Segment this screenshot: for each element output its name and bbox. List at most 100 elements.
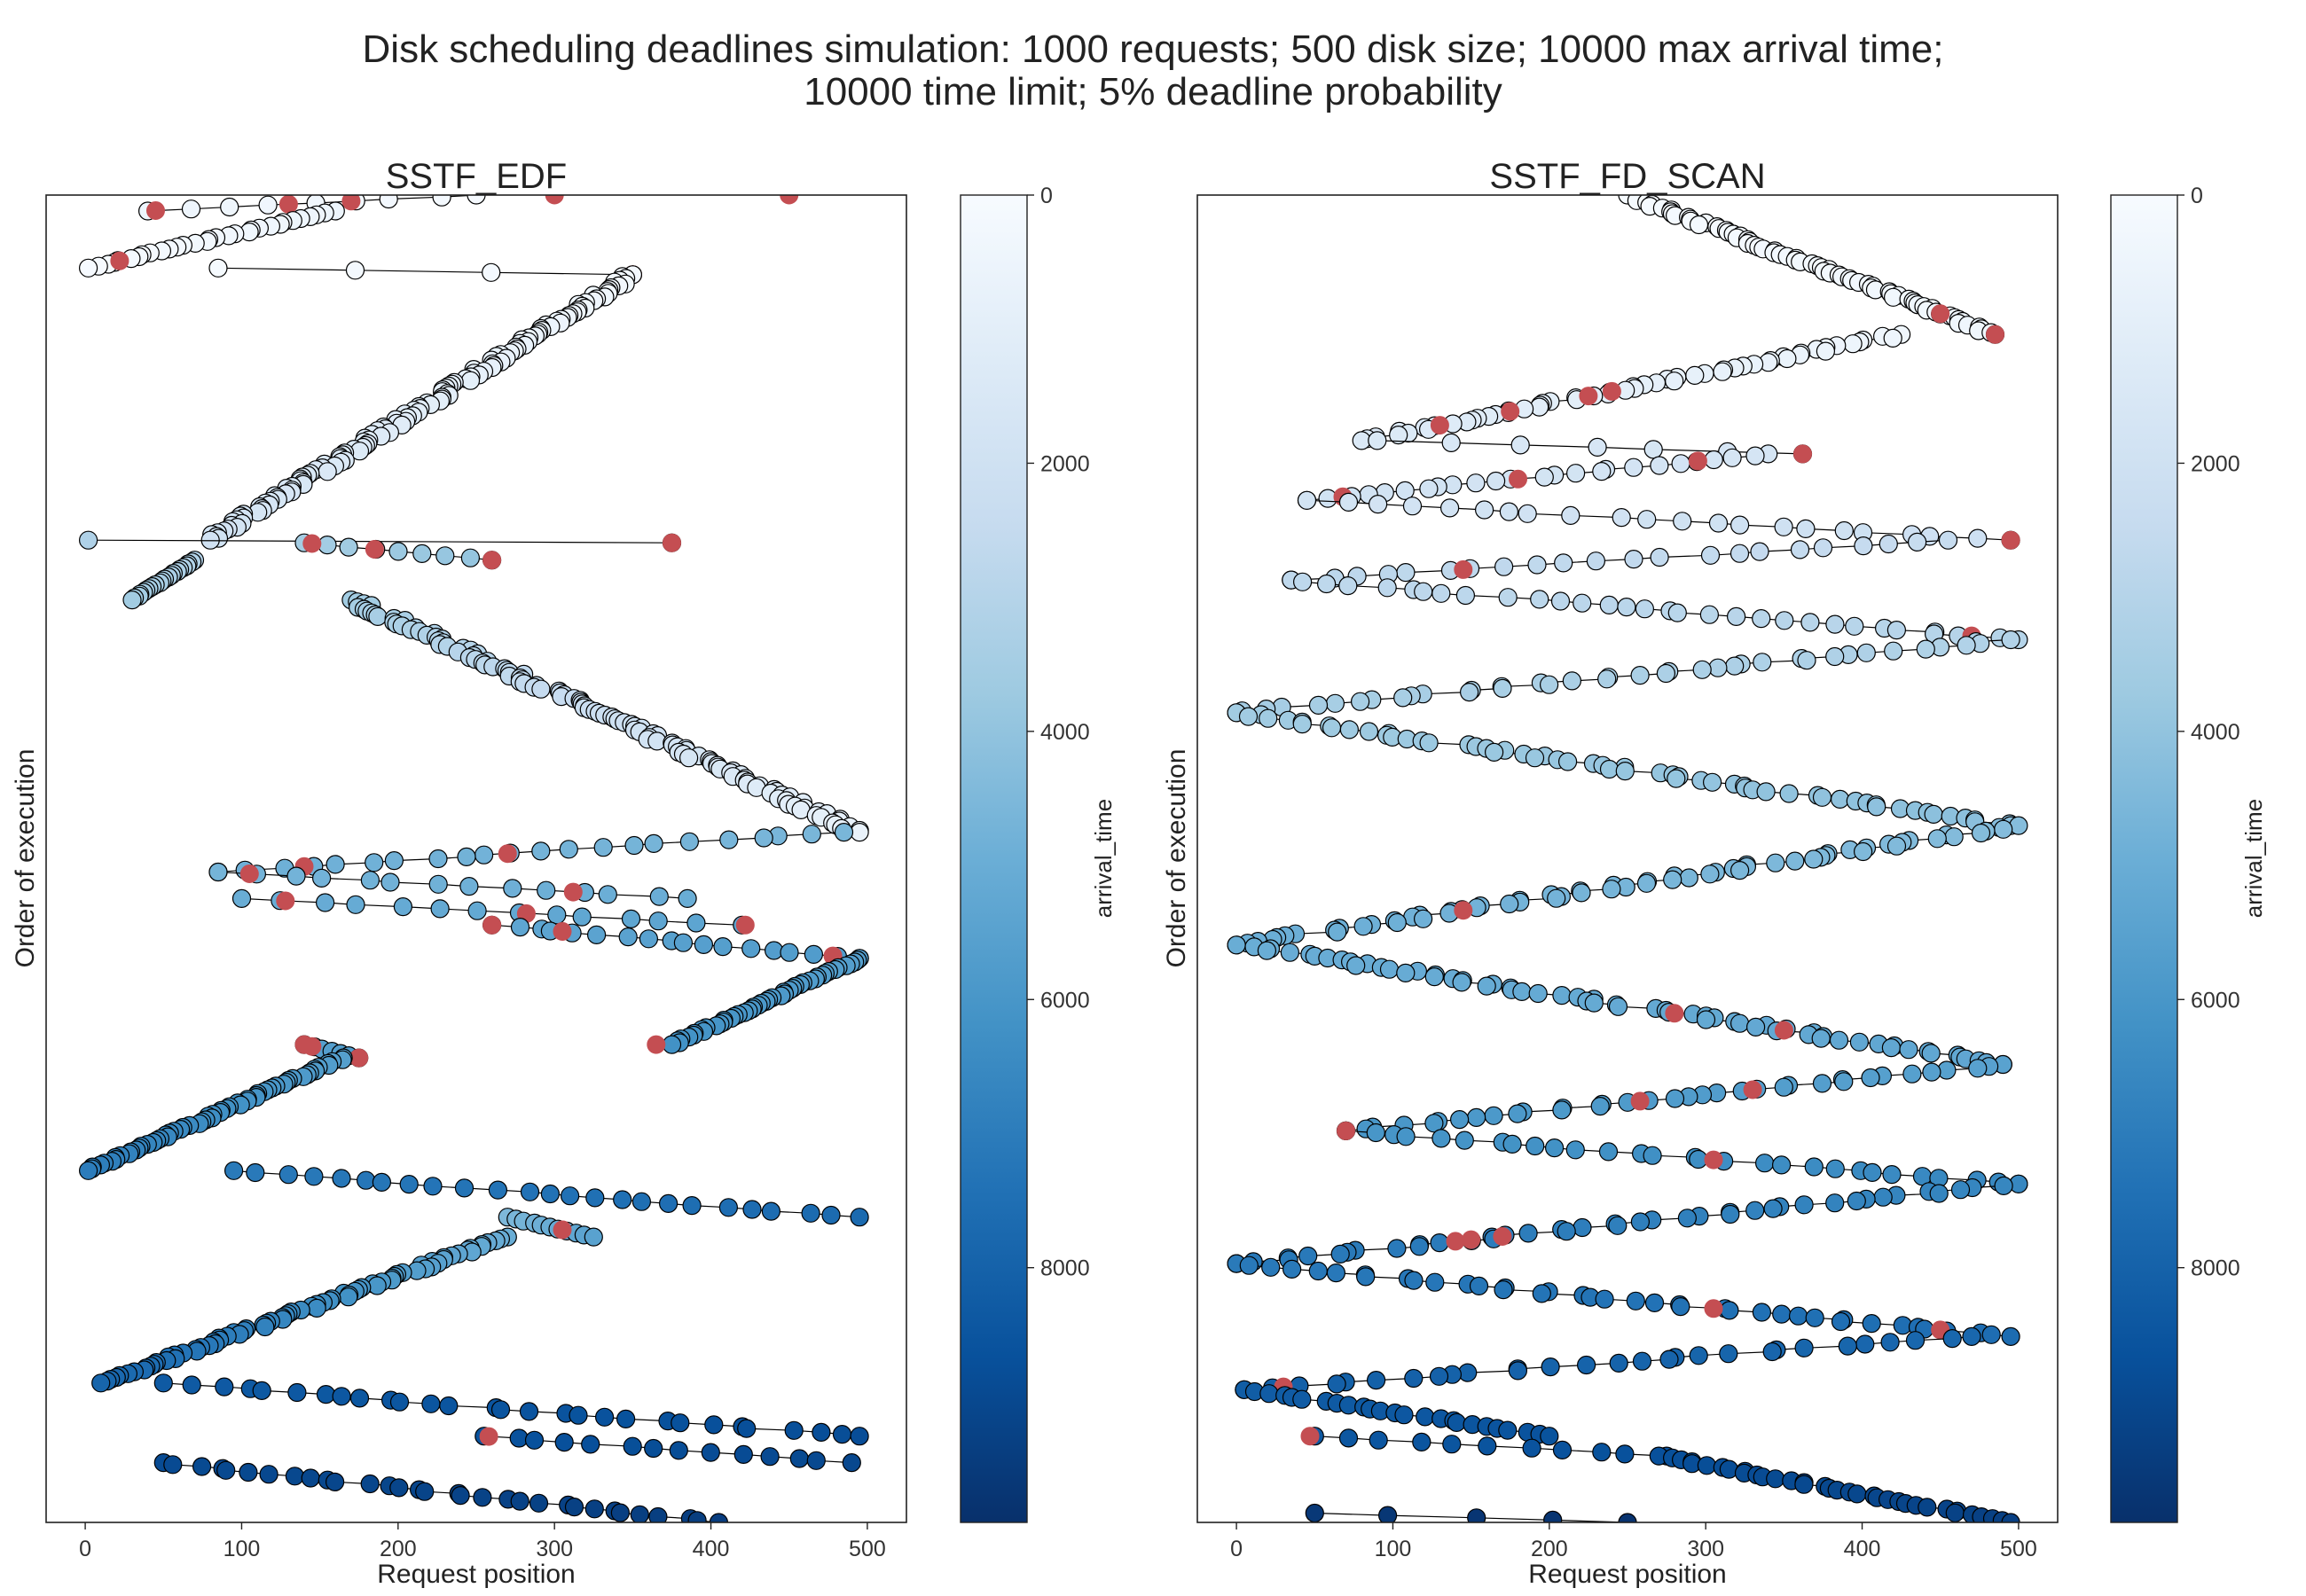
- request-point: [286, 866, 306, 886]
- request-point: [2001, 1513, 2020, 1522]
- request-point: [454, 1178, 475, 1198]
- request-point: [304, 1167, 324, 1186]
- x-tick-label: 100: [1375, 1537, 1412, 1561]
- request-point: [1624, 458, 1643, 477]
- x-tick-label: 200: [1531, 1537, 1568, 1561]
- request-point: [1298, 1246, 1318, 1266]
- deadline-point: [1462, 1230, 1481, 1249]
- deadline-point: [563, 882, 583, 902]
- request-point: [1402, 497, 1423, 516]
- request-point: [1608, 1216, 1628, 1235]
- request-point: [1847, 1484, 1867, 1504]
- request-point: [1599, 595, 1619, 615]
- request-point: [1862, 1313, 1881, 1334]
- request-point: [1804, 1157, 1824, 1177]
- request-point: [435, 546, 455, 566]
- request-point: [1855, 1334, 1875, 1354]
- request-point: [531, 841, 551, 861]
- request-point: [163, 1455, 183, 1475]
- request-point: [1425, 1272, 1445, 1292]
- request-point: [1561, 505, 1580, 526]
- request-point: [718, 1198, 739, 1217]
- request-point: [1292, 572, 1313, 591]
- request-point: [1598, 1142, 1619, 1162]
- colorbar-gradient: [960, 194, 1028, 1523]
- request-point: [1745, 446, 1765, 466]
- request-point: [1618, 1513, 1637, 1522]
- request-point: [1713, 362, 1732, 381]
- request-point: [649, 887, 669, 906]
- request-point: [285, 1467, 304, 1486]
- request-point: [630, 1505, 649, 1522]
- request-point: [1478, 1436, 1497, 1456]
- deadline-point: [1509, 469, 1527, 489]
- deadline-point: [1454, 901, 1473, 920]
- request-point: [1667, 769, 1686, 788]
- x-tick-label: 0: [1230, 1537, 1243, 1561]
- request-point: [1843, 334, 1863, 354]
- request-point: [1630, 1212, 1651, 1232]
- colorbar-tick-label: 0: [2191, 184, 2203, 208]
- request-point: [1532, 1284, 1551, 1303]
- request-point: [572, 907, 592, 927]
- request-point: [1777, 348, 1797, 369]
- request-point: [1359, 722, 1379, 741]
- request-point: [1805, 1308, 1824, 1327]
- request-point: [1431, 583, 1451, 603]
- deadline-point: [278, 195, 298, 214]
- request-point: [1665, 1089, 1685, 1108]
- request-point: [1592, 461, 1612, 481]
- request-point: [1692, 660, 1712, 679]
- request-point: [510, 1491, 529, 1511]
- request-point: [1867, 797, 1886, 817]
- request-point: [1500, 894, 1519, 914]
- colorbar-sstf-edf: 0 2000 4000 6000 8000 arrival_time: [960, 184, 1117, 1523]
- colorbar-sstf-fd-scan: 0 2000 4000 6000 8000 arrival_time: [2110, 184, 2267, 1523]
- colorbar-tick-label: 4000: [2191, 720, 2240, 745]
- request-point: [467, 195, 486, 205]
- request-point: [1636, 873, 1657, 893]
- request-point: [482, 262, 501, 282]
- request-point: [850, 1208, 869, 1227]
- request-point: [393, 896, 412, 917]
- request-point: [215, 1377, 234, 1396]
- request-point: [384, 850, 404, 871]
- request-point: [1602, 880, 1621, 899]
- request-point: [585, 1188, 605, 1208]
- request-point: [1466, 473, 1486, 493]
- request-point: [1439, 498, 1460, 518]
- request-point: [1873, 1187, 1893, 1207]
- colorbar-tick-label: 8000: [1040, 1256, 1090, 1281]
- request-point: [1796, 519, 1816, 539]
- request-point: [761, 1201, 781, 1221]
- panel-sstf-edf: SSTF_EDF 0 100 200 300 400 500 Request positi…: [11, 157, 1117, 1589]
- request-point: [1886, 620, 1906, 640]
- request-point: [1366, 1370, 1386, 1390]
- request-point: [460, 548, 481, 567]
- request-point: [307, 1298, 326, 1318]
- colorbar-tick-label: 0: [1040, 184, 1053, 208]
- request-point: [1282, 1259, 1302, 1279]
- request-point: [78, 258, 98, 278]
- request-point: [1502, 1134, 1522, 1154]
- request-point: [594, 1407, 615, 1427]
- request-point: [1788, 1306, 1808, 1326]
- request-point: [519, 1402, 539, 1421]
- request-point: [1557, 752, 1578, 771]
- request-point: [1389, 426, 1408, 445]
- x-tick-label: 200: [380, 1537, 417, 1561]
- request-point: [1719, 1344, 1738, 1364]
- request-point: [1316, 574, 1337, 594]
- request-point: [1730, 1013, 1750, 1033]
- request-point: [1811, 1029, 1831, 1048]
- request-point: [671, 1413, 690, 1433]
- request-point: [1238, 707, 1259, 726]
- request-point: [367, 1276, 387, 1295]
- x-axis-sstf-edf: 0 100 200 300 400 500: [79, 1522, 886, 1561]
- request-point: [737, 1419, 757, 1438]
- request-point: [1981, 1325, 2001, 1344]
- request-point: [1812, 1074, 1832, 1093]
- request-point: [339, 1287, 358, 1307]
- request-point: [1530, 590, 1549, 609]
- request-point: [694, 935, 714, 955]
